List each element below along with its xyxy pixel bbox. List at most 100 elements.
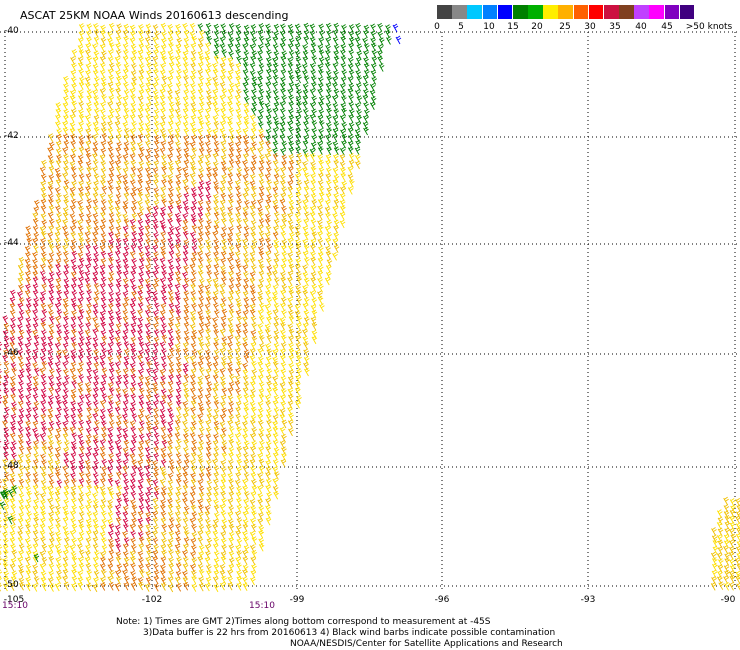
wind-barb	[18, 511, 25, 521]
wind-barb	[205, 530, 211, 539]
wind-barb	[48, 225, 54, 234]
wind-barb	[17, 302, 24, 312]
wind-barb	[55, 315, 61, 325]
wind-barb	[130, 179, 136, 189]
wind-barb	[212, 68, 219, 78]
wind-barb	[198, 440, 205, 449]
wind-barb	[228, 433, 234, 443]
wind-barb	[138, 206, 145, 215]
wind-barb	[325, 192, 332, 201]
wind-barb	[0, 556, 3, 565]
wind-barb	[272, 140, 279, 150]
wind-barb	[310, 256, 317, 266]
wind-barb	[182, 121, 189, 130]
wind-barb	[47, 231, 54, 241]
wind-barb	[33, 297, 39, 306]
wind-barb	[220, 466, 227, 475]
wind-barb	[295, 206, 302, 215]
wind-barb	[54, 452, 61, 462]
wind-barb	[243, 406, 250, 415]
wind-barb	[71, 49, 78, 58]
wind-barb	[153, 315, 160, 325]
wind-barb	[137, 323, 143, 332]
wind-barb	[62, 297, 69, 307]
wind-barb	[242, 485, 248, 494]
wind-barb	[228, 523, 235, 533]
wind-barb	[138, 146, 145, 156]
wind-barb	[280, 68, 287, 78]
wind-barb	[356, 43, 363, 53]
wind-barb	[183, 296, 189, 306]
wind-barb	[258, 237, 265, 247]
wind-barb	[71, 563, 78, 572]
wind-barb	[145, 43, 151, 53]
wind-barb	[288, 289, 295, 299]
wind-barb	[2, 329, 9, 339]
wind-barb	[86, 511, 93, 520]
wind-barb	[100, 399, 106, 409]
wind-barb	[54, 466, 61, 476]
wind-barb	[137, 173, 143, 183]
wind-barb	[115, 193, 122, 202]
wind-barb	[288, 335, 294, 344]
wind-barb	[86, 433, 92, 443]
wind-barb	[206, 100, 212, 110]
wind-barb	[123, 192, 130, 201]
wind-barb	[9, 336, 16, 345]
wind-barb	[273, 30, 279, 40]
wind-barb	[288, 101, 295, 110]
wind-barb	[48, 271, 55, 280]
wind-barb	[363, 101, 369, 111]
wind-barb	[266, 271, 273, 280]
wind-barb	[227, 256, 233, 266]
wind-barb	[332, 252, 338, 261]
wind-barb	[236, 562, 242, 572]
wind-barb	[101, 518, 108, 527]
wind-barb	[167, 179, 174, 188]
wind-barb	[107, 432, 114, 442]
wind-barb	[206, 89, 212, 98]
wind-barb	[32, 386, 39, 396]
wind-barb	[235, 289, 241, 299]
wind-barb	[100, 380, 107, 390]
wind-barb	[18, 453, 24, 462]
wind-barb	[146, 76, 152, 86]
wind-barb	[711, 557, 718, 566]
wind-barb	[146, 173, 153, 182]
wind-barb	[228, 198, 234, 208]
wind-barb	[146, 367, 152, 377]
longitude-label: -105	[3, 595, 25, 605]
wind-barb	[198, 231, 204, 240]
wind-barb	[93, 252, 100, 261]
wind-barb	[272, 291, 278, 300]
wind-barb	[33, 232, 40, 241]
wind-barb	[161, 30, 167, 40]
wind-barb	[123, 232, 130, 241]
wind-barb	[206, 128, 213, 137]
wind-barb	[242, 68, 249, 78]
wind-barb	[41, 159, 47, 169]
wind-barb	[130, 166, 137, 175]
wind-barb	[153, 544, 159, 553]
wind-barb	[108, 557, 114, 566]
wind-barb	[174, 283, 181, 293]
wind-barb	[78, 478, 85, 487]
wind-barb	[92, 328, 99, 337]
wind-barb	[56, 349, 63, 359]
wind-barb	[296, 329, 303, 339]
wind-barb	[220, 23, 227, 32]
wind-barb	[47, 146, 53, 156]
wind-barb	[47, 497, 53, 507]
wind-barb	[26, 490, 32, 500]
wind-barb	[146, 406, 153, 415]
wind-barb	[197, 69, 204, 78]
wind-barb	[92, 492, 98, 501]
wind-barb	[41, 543, 48, 553]
wind-barb	[161, 160, 168, 170]
wind-barb	[249, 69, 256, 79]
wind-barb	[56, 375, 62, 385]
wind-barb	[236, 192, 242, 201]
wind-barb	[122, 42, 129, 52]
wind-barb	[77, 154, 84, 163]
wind-barb	[40, 263, 46, 273]
